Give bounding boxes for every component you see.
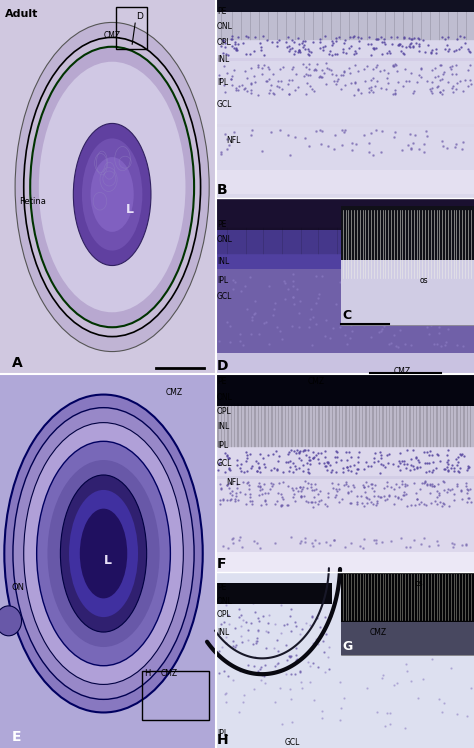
Ellipse shape bbox=[73, 123, 151, 266]
Text: CMZ: CMZ bbox=[370, 628, 387, 637]
Text: D: D bbox=[136, 12, 143, 21]
Ellipse shape bbox=[60, 475, 146, 632]
Text: L: L bbox=[104, 554, 112, 568]
Text: A: A bbox=[12, 355, 23, 370]
Text: CMZ: CMZ bbox=[308, 377, 325, 386]
Bar bbox=[116, 7, 147, 49]
Ellipse shape bbox=[4, 395, 203, 712]
Bar bbox=[216, 198, 474, 374]
Text: CMZ: CMZ bbox=[393, 367, 410, 375]
Text: E: E bbox=[12, 730, 21, 744]
Text: C: C bbox=[342, 310, 351, 322]
Bar bbox=[216, 476, 474, 479]
Text: ONL: ONL bbox=[217, 235, 233, 244]
Text: ONL: ONL bbox=[217, 22, 233, 31]
Bar bbox=[216, 374, 474, 405]
Ellipse shape bbox=[36, 441, 170, 666]
Ellipse shape bbox=[91, 157, 134, 232]
Text: INL: INL bbox=[217, 422, 229, 431]
Text: IPL: IPL bbox=[217, 78, 228, 87]
Bar bbox=[341, 206, 474, 325]
Text: OPL: OPL bbox=[217, 38, 232, 47]
Text: INL: INL bbox=[217, 628, 229, 637]
Text: OPL: OPL bbox=[217, 407, 232, 416]
Bar bbox=[216, 0, 474, 12]
Ellipse shape bbox=[0, 606, 22, 636]
Text: GCL: GCL bbox=[284, 738, 300, 747]
Text: CMZ: CMZ bbox=[160, 669, 177, 678]
Text: os: os bbox=[415, 579, 423, 588]
Text: NFL: NFL bbox=[227, 136, 241, 145]
Bar bbox=[216, 198, 474, 230]
Ellipse shape bbox=[24, 37, 201, 337]
Bar bbox=[341, 206, 474, 260]
Text: B: B bbox=[217, 183, 227, 197]
Bar bbox=[216, 124, 474, 127]
Bar bbox=[0, 0, 216, 374]
Bar bbox=[216, 552, 474, 572]
Bar bbox=[216, 353, 474, 374]
Text: IPL: IPL bbox=[217, 276, 228, 285]
Ellipse shape bbox=[47, 460, 160, 647]
Text: D: D bbox=[217, 358, 228, 373]
Text: PE: PE bbox=[217, 583, 227, 592]
Text: GCL: GCL bbox=[217, 100, 232, 109]
Ellipse shape bbox=[82, 138, 142, 251]
Text: CMZ: CMZ bbox=[103, 31, 120, 40]
Bar bbox=[341, 572, 474, 654]
Bar bbox=[341, 622, 474, 654]
Bar bbox=[216, 572, 474, 748]
Ellipse shape bbox=[80, 509, 127, 598]
Text: F: F bbox=[217, 557, 226, 571]
Text: PE: PE bbox=[217, 7, 227, 16]
Text: Retina: Retina bbox=[19, 197, 46, 206]
Bar bbox=[216, 58, 474, 61]
Bar bbox=[341, 572, 474, 622]
Text: GCL: GCL bbox=[217, 292, 232, 301]
Ellipse shape bbox=[30, 46, 194, 328]
Bar bbox=[216, 507, 474, 535]
Bar bbox=[341, 260, 474, 325]
Bar bbox=[216, 171, 474, 194]
Ellipse shape bbox=[24, 423, 183, 684]
Text: G: G bbox=[342, 640, 353, 653]
Text: CMZ: CMZ bbox=[166, 388, 183, 397]
Text: ONL: ONL bbox=[217, 393, 233, 402]
Text: IPL: IPL bbox=[217, 729, 228, 738]
Bar bbox=[0, 374, 216, 748]
Ellipse shape bbox=[13, 408, 194, 699]
Text: NFL: NFL bbox=[227, 478, 241, 487]
Bar bbox=[216, 374, 474, 572]
Text: H: H bbox=[145, 669, 151, 678]
Bar bbox=[216, 583, 332, 604]
Text: INL: INL bbox=[217, 55, 229, 64]
Bar bbox=[216, 0, 474, 198]
Bar bbox=[142, 671, 209, 720]
Text: H: H bbox=[217, 732, 228, 747]
Text: PE: PE bbox=[217, 220, 227, 229]
Ellipse shape bbox=[15, 22, 209, 352]
Text: OPL: OPL bbox=[217, 610, 232, 619]
Text: os: os bbox=[419, 276, 428, 285]
Ellipse shape bbox=[39, 62, 185, 313]
Text: GCL: GCL bbox=[217, 459, 232, 468]
Ellipse shape bbox=[69, 490, 138, 617]
Text: ONL: ONL bbox=[217, 597, 233, 606]
Text: INL: INL bbox=[217, 257, 229, 266]
Text: IPL: IPL bbox=[217, 441, 228, 450]
Bar bbox=[216, 198, 474, 269]
Text: Adult: Adult bbox=[5, 9, 38, 19]
Text: PE: PE bbox=[217, 377, 227, 386]
Text: L: L bbox=[126, 203, 134, 216]
Text: ON: ON bbox=[12, 583, 25, 592]
